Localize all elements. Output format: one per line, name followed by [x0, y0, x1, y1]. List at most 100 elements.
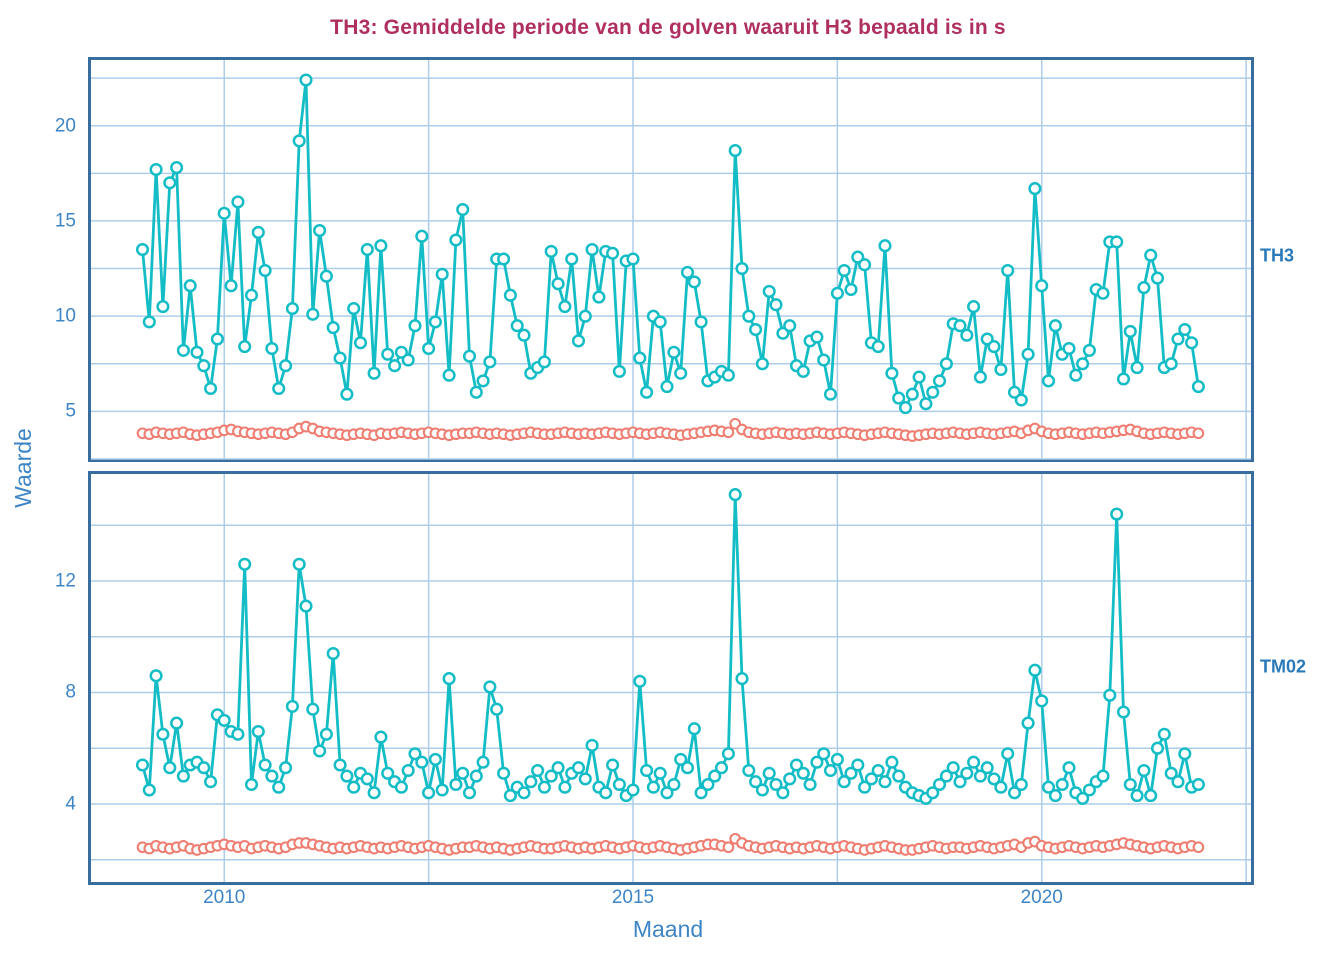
data-point-TM02-monthly	[1150, 741, 1165, 755]
data-point-TM02-monthly	[728, 488, 742, 502]
data-point-TH3-monthly	[1164, 357, 1178, 371]
data-point-TM02-monthly	[762, 766, 776, 780]
data-point-TH3-monthly	[1096, 286, 1110, 300]
data-point-TH3-monthly	[326, 321, 340, 335]
data-point-TM02-monthly	[524, 775, 538, 789]
data-point-TM02-monthly	[381, 766, 395, 780]
data-point-TH3-monthly	[721, 368, 735, 382]
data-point-TH3-monthly	[1028, 182, 1042, 196]
y-tick-label: 10	[54, 305, 76, 327]
data-point-TH3-monthly	[1110, 235, 1124, 249]
data-point-TM02-monthly	[721, 747, 735, 761]
data-point-TM02-monthly	[796, 766, 810, 780]
data-point-TH3-monthly	[606, 246, 620, 260]
data-point-TH3-monthly	[279, 359, 293, 373]
data-point-TM02-monthly	[251, 724, 265, 739]
data-point-TM02-monthly	[517, 786, 531, 800]
data-point-TH3-monthly	[197, 359, 211, 373]
data-point-TM02-monthly	[803, 777, 817, 792]
data-point-TH3-monthly	[510, 319, 524, 333]
data-point-TH3-monthly	[135, 242, 150, 257]
data-point-TH3-monthly	[640, 385, 654, 399]
data-point-TH3-monthly	[1082, 343, 1096, 357]
data-point-TH3-monthly	[823, 387, 838, 401]
data-point-TM02-monthly	[674, 752, 688, 766]
data-point-TM02-monthly	[701, 777, 715, 792]
data-point-TH3-monthly	[755, 357, 769, 371]
panel-label-tm02: TM02	[1260, 656, 1307, 677]
data-point-TM02-monthly	[680, 761, 695, 775]
data-point-TH3-monthly	[810, 330, 824, 344]
data-point-TM02-monthly	[292, 557, 306, 571]
data-point-TM02-monthly	[823, 763, 838, 778]
data-point-TM02-monthly	[1076, 791, 1090, 805]
data-point-TH3-monthly	[360, 242, 374, 257]
data-point-TM02-monthly	[1116, 705, 1131, 719]
data-point-TM02-monthly	[1014, 777, 1028, 792]
data-point-TH3-monthly	[183, 279, 197, 293]
data-point-TM02-monthly	[946, 761, 960, 775]
data-point-TM02-monthly	[926, 786, 940, 800]
data-point-TH3-monthly	[612, 364, 626, 378]
panel-th3	[88, 57, 1254, 462]
data-point-TM02-monthly	[244, 777, 259, 792]
data-point-TM02-monthly	[612, 777, 626, 792]
data-point-TH3-monthly	[483, 355, 497, 369]
data-point-TM02-monthly	[326, 646, 340, 661]
data-point-TM02-monthly	[272, 780, 286, 794]
data-point-TM02-monthly	[415, 755, 429, 769]
data-point-TM02-monthly	[231, 727, 245, 741]
data-point-TM02-monthly	[1191, 777, 1205, 792]
x-tick-label: 2015	[611, 887, 655, 908]
plot-area-tm02	[91, 474, 1251, 882]
data-point-TM02-monthly	[1021, 716, 1035, 730]
data-point-TH3-monthly	[905, 387, 919, 401]
data-point-TH3-monthly	[912, 370, 926, 384]
data-point-TM02-monthly	[646, 780, 660, 794]
data-point-TH3-monthly	[858, 258, 872, 272]
data-point-TH3-monthly	[626, 252, 640, 266]
data-point-TM02-monthly	[374, 730, 388, 744]
data-point-TH3-monthly	[1001, 263, 1015, 278]
data-point-TH3-monthly	[292, 134, 306, 148]
data-point-TM02-monthly	[135, 758, 150, 772]
y-tick-label: 8	[65, 681, 76, 703]
data-point-TM02-monthly	[1035, 694, 1049, 708]
data-point-TH3-monthly	[347, 301, 361, 316]
data-point-TH3-monthly	[769, 298, 783, 312]
data-point-TH3-monthly	[1150, 271, 1165, 285]
data-point-TH3-monthly	[973, 370, 987, 384]
data-point-TH3-monthly	[149, 162, 163, 177]
data-point-TM02-monthly	[544, 769, 558, 783]
data-point-TH3-monthly	[680, 265, 695, 279]
data-point-TH3-monthly	[817, 353, 831, 367]
data-point-TM02-monthly	[558, 780, 572, 794]
data-point-TH3-monthly	[565, 252, 579, 266]
data-point-TH3-monthly	[1185, 336, 1199, 350]
data-point-TM02-monthly	[973, 769, 987, 783]
data-point-TH3-monthly	[544, 244, 558, 258]
data-point-TM02-monthly	[994, 780, 1008, 794]
data-point-TH3-monthly	[340, 387, 354, 401]
data-point-TH3-monthly	[156, 300, 170, 314]
data-point-TM02-monthly	[844, 766, 858, 780]
data-point-TH3-monthly	[265, 341, 279, 356]
data-point-TM02-monthly	[694, 786, 708, 800]
data-point-TH3-monthly	[537, 355, 551, 369]
data-point-TM02-monthly	[967, 755, 981, 769]
data-point-TH3-monthly	[456, 202, 470, 217]
data-point-TM02-monthly	[1041, 780, 1056, 794]
data-point-TH3-monthly	[762, 284, 776, 298]
data-point-TH3-monthly	[422, 341, 436, 356]
data-point-TM02-monthly	[858, 780, 872, 794]
data-point-TM02-monthly	[1028, 663, 1042, 677]
y-tick-label: 12	[54, 570, 76, 592]
chart-title: TH3: Gemiddelde periode van de golven wa…	[330, 16, 1006, 39]
data-point-TH3-monthly	[967, 300, 981, 314]
data-point-TM02-monthly	[333, 758, 347, 772]
data-point-TH3-monthly	[1191, 380, 1205, 394]
y-tick-label: 5	[65, 400, 76, 422]
data-point-TM02-monthly	[435, 783, 449, 797]
data-point-TM02-monthly	[347, 780, 361, 794]
data-point-TM02-monthly	[1062, 761, 1076, 775]
